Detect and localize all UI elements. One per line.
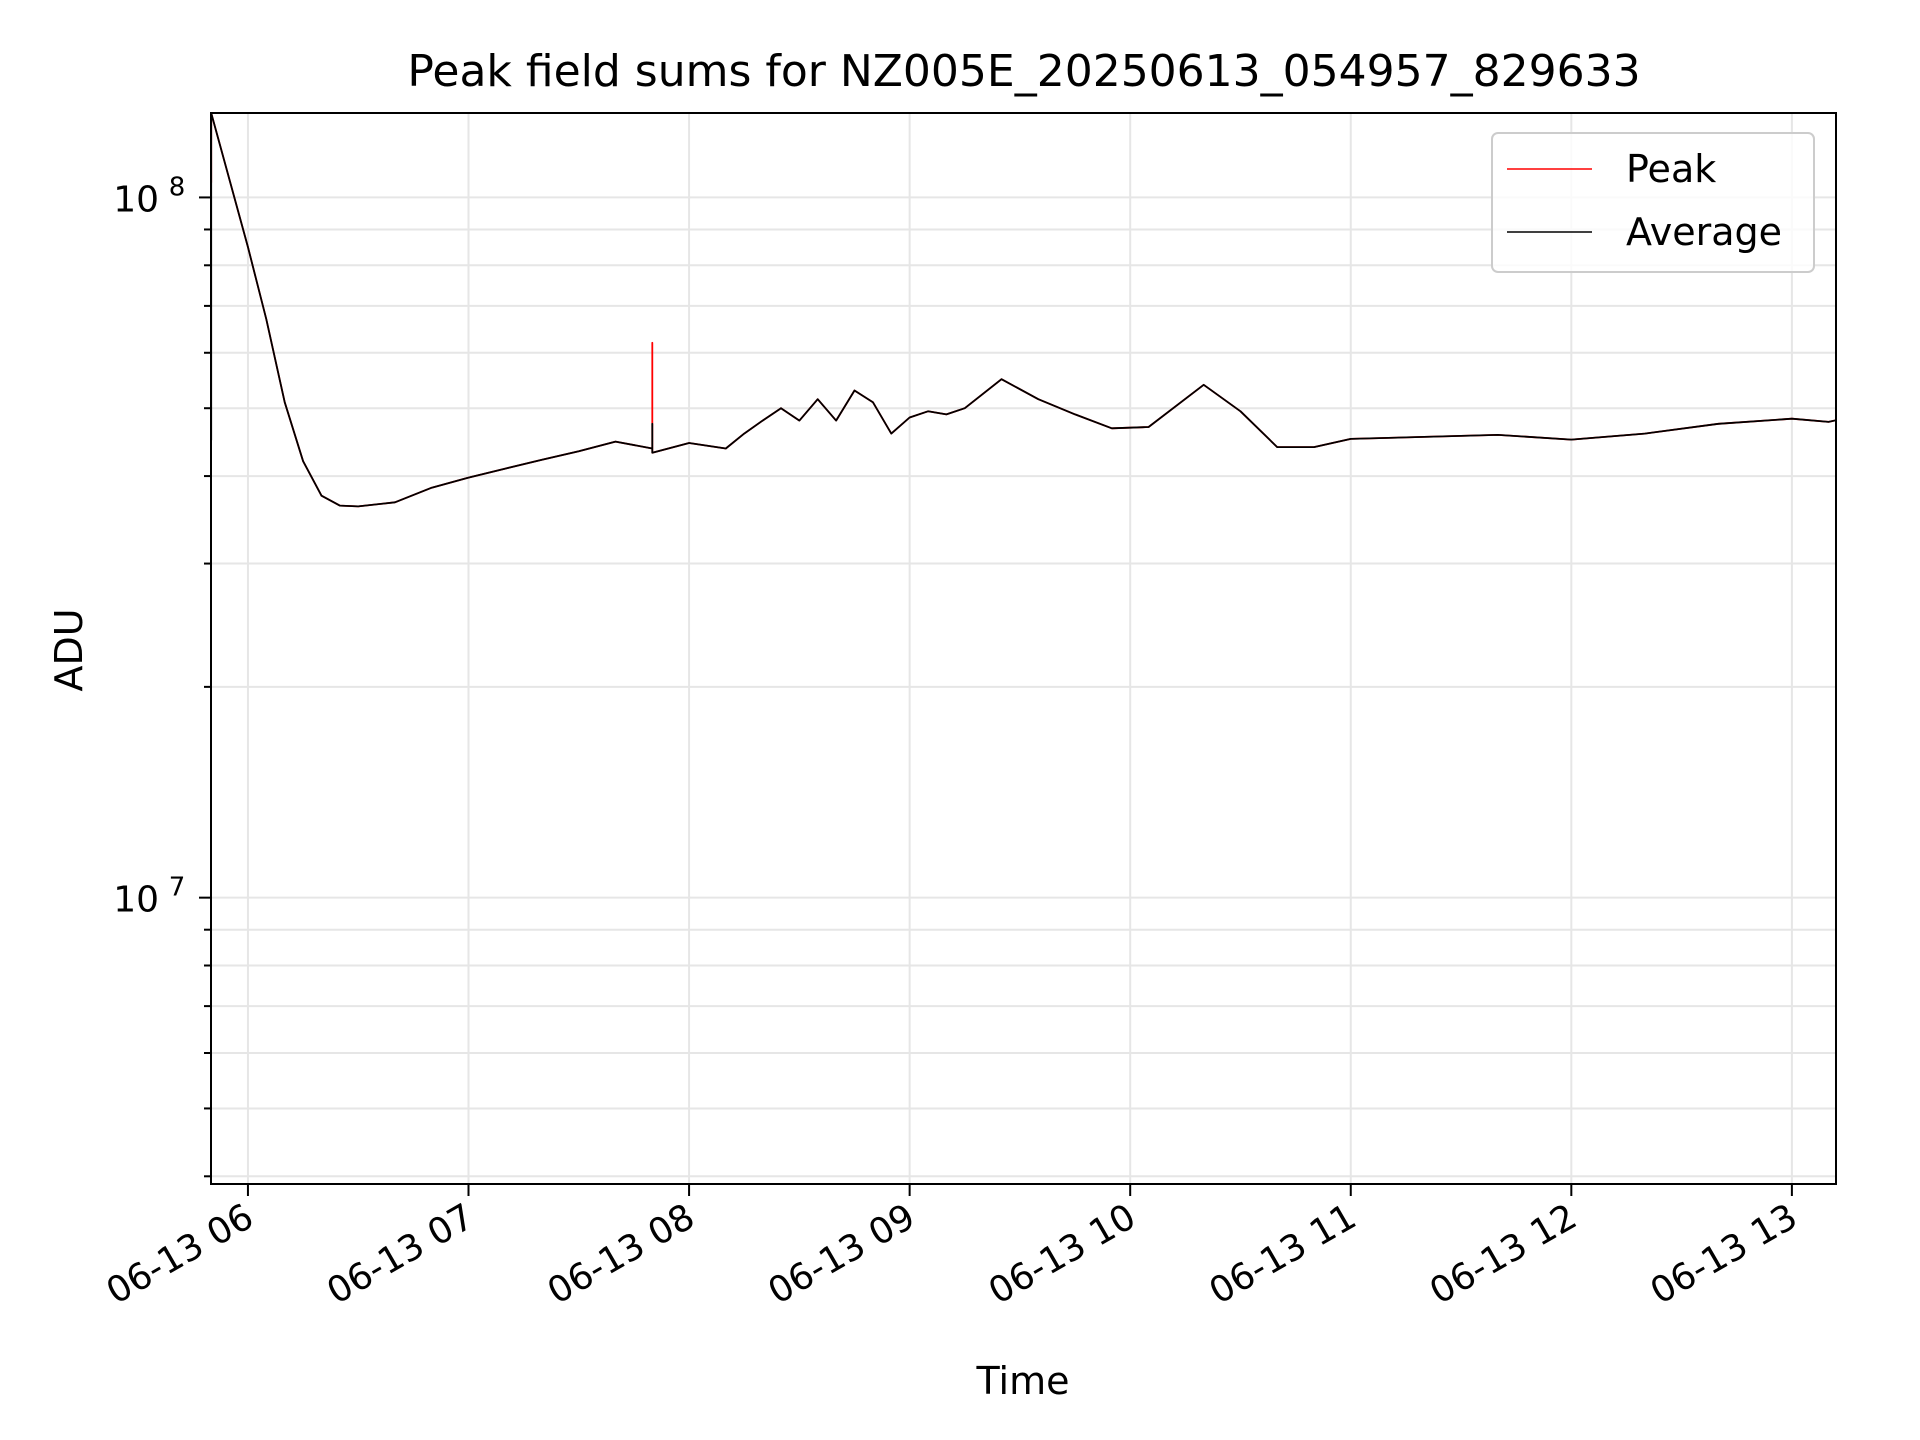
- legend-box: [1491, 132, 1815, 273]
- y-axis: 10 7 10 8: [113, 172, 211, 1178]
- plot-frame: [210, 112, 1837, 1185]
- chart-title: Peak field sums for NZ005E_20250613_0549…: [407, 46, 1640, 97]
- y-tick-exponent: 8: [169, 172, 186, 202]
- x-axis-label: Time: [976, 1359, 1070, 1403]
- legend: Peak Average: [1491, 132, 1815, 273]
- y-tick-exponent: 7: [169, 873, 186, 903]
- grid: [211, 113, 1836, 1184]
- y-tick-label: 10: [113, 880, 159, 921]
- y-axis-label: ADU: [47, 608, 91, 691]
- series-line-average: [211, 113, 1836, 508]
- legend-label-average: Average: [1626, 210, 1782, 254]
- y-tick-label: 10: [113, 179, 159, 220]
- legend-label-peak: Peak: [1626, 147, 1716, 191]
- series-layer: [211, 113, 1836, 508]
